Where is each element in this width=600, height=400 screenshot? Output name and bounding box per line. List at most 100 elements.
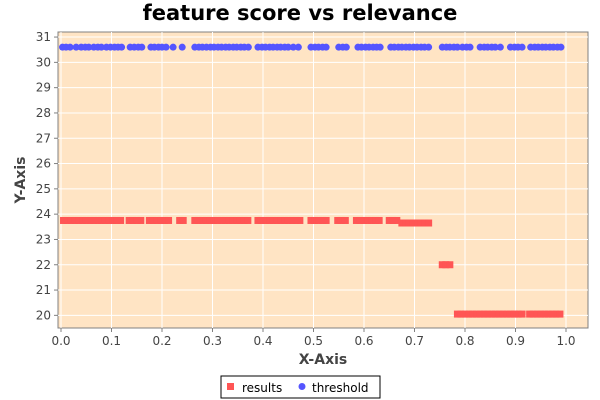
y-axis-label: Y-Axis	[13, 157, 29, 205]
x-tick-label: 0.0	[51, 334, 70, 348]
data-point-results	[153, 216, 161, 224]
data-point-results	[334, 216, 342, 224]
data-point-results	[503, 310, 511, 318]
data-points	[59, 43, 565, 318]
data-point-results	[453, 310, 461, 318]
data-point-results	[90, 216, 98, 224]
y-tick-label: 30	[36, 55, 51, 69]
y-tick-label: 21	[36, 283, 51, 297]
data-point-results	[75, 216, 83, 224]
data-point-threshold	[178, 43, 186, 51]
data-point-threshold	[284, 43, 292, 51]
data-point-threshold	[244, 43, 252, 51]
data-point-results	[218, 216, 226, 224]
data-point-results	[129, 216, 137, 224]
data-point-results	[548, 310, 556, 318]
data-point-results	[233, 216, 241, 224]
data-point-results	[113, 216, 121, 224]
data-point-threshold	[425, 43, 433, 51]
data-point-threshold	[453, 43, 461, 51]
data-point-results	[292, 216, 300, 224]
data-point-results	[510, 310, 518, 318]
data-point-results	[360, 216, 368, 224]
data-point-results	[473, 310, 481, 318]
x-tick-label: 0.7	[405, 334, 424, 348]
data-point-results	[319, 216, 327, 224]
data-point-results	[438, 261, 446, 269]
data-point-results	[352, 216, 360, 224]
data-point-results	[266, 216, 274, 224]
data-point-results	[544, 310, 552, 318]
data-point-results	[421, 219, 429, 227]
data-point-results	[533, 310, 541, 318]
x-tick-label: 0.8	[455, 334, 474, 348]
y-tick-label: 22	[36, 258, 51, 272]
data-point-results	[229, 216, 237, 224]
data-point-results	[413, 219, 421, 227]
data-point-threshold	[162, 43, 170, 51]
x-tick-label: 0.6	[354, 334, 373, 348]
data-point-results	[461, 310, 469, 318]
data-point-results	[368, 216, 376, 224]
data-point-results	[341, 216, 349, 224]
data-point-results	[518, 310, 526, 318]
data-point-results	[364, 216, 372, 224]
data-point-results	[491, 310, 499, 318]
y-axis-ticks: 20 21 22 23 24 25 26 27 28 29 30 31	[36, 30, 58, 322]
data-point-results	[356, 216, 364, 224]
y-tick-label: 28	[36, 106, 51, 120]
data-point-results	[117, 216, 125, 224]
data-point-results	[109, 216, 117, 224]
x-tick-label: 0.1	[102, 334, 121, 348]
data-point-results	[480, 310, 488, 318]
y-tick-label: 29	[36, 81, 51, 95]
data-point-results	[105, 216, 113, 224]
data-point-results	[389, 216, 397, 224]
data-point-results	[385, 216, 393, 224]
data-point-results	[63, 216, 71, 224]
data-point-threshold	[138, 43, 146, 51]
data-point-results	[288, 216, 296, 224]
data-point-results	[225, 216, 233, 224]
data-point-threshold	[491, 43, 499, 51]
data-point-results	[210, 216, 218, 224]
data-point-results	[273, 216, 281, 224]
data-point-results	[537, 310, 545, 318]
data-point-threshold	[557, 43, 565, 51]
data-point-results	[157, 216, 165, 224]
data-point-results	[311, 216, 319, 224]
data-point-results	[71, 216, 79, 224]
data-point-results	[125, 216, 133, 224]
data-point-results	[393, 216, 401, 224]
data-point-results	[60, 216, 68, 224]
y-tick-label: 24	[36, 207, 51, 221]
x-tick-label: 0.2	[152, 334, 171, 348]
data-point-threshold	[342, 43, 350, 51]
data-point-results	[257, 216, 265, 224]
data-point-results	[465, 310, 473, 318]
data-point-results	[281, 216, 289, 224]
x-tick-label: 1.0	[556, 334, 575, 348]
data-point-results	[541, 310, 549, 318]
data-point-results	[149, 216, 157, 224]
legend-label-results: results	[242, 381, 282, 395]
data-point-results	[137, 216, 145, 224]
data-point-results	[97, 216, 105, 224]
data-point-results	[398, 219, 406, 227]
data-point-results	[277, 216, 285, 224]
data-point-results	[240, 216, 248, 224]
chart-title: feature score vs relevance	[143, 1, 458, 25]
grid-lines	[58, 32, 588, 328]
x-tick-label: 0.9	[506, 334, 525, 348]
data-point-threshold	[169, 43, 177, 51]
x-axis-ticks: 0.0 0.1 0.2 0.3 0.4 0.5 0.6 0.7 0.8 0.9 1.0	[51, 328, 576, 348]
data-point-results	[179, 216, 187, 224]
data-point-results	[236, 216, 244, 224]
data-point-results	[446, 261, 454, 269]
data-point-results	[315, 216, 323, 224]
x-tick-label: 0.3	[203, 334, 222, 348]
data-point-threshold	[118, 43, 126, 51]
x-axis-label: X-Axis	[299, 352, 347, 368]
data-point-results	[94, 216, 102, 224]
data-point-results	[198, 216, 206, 224]
